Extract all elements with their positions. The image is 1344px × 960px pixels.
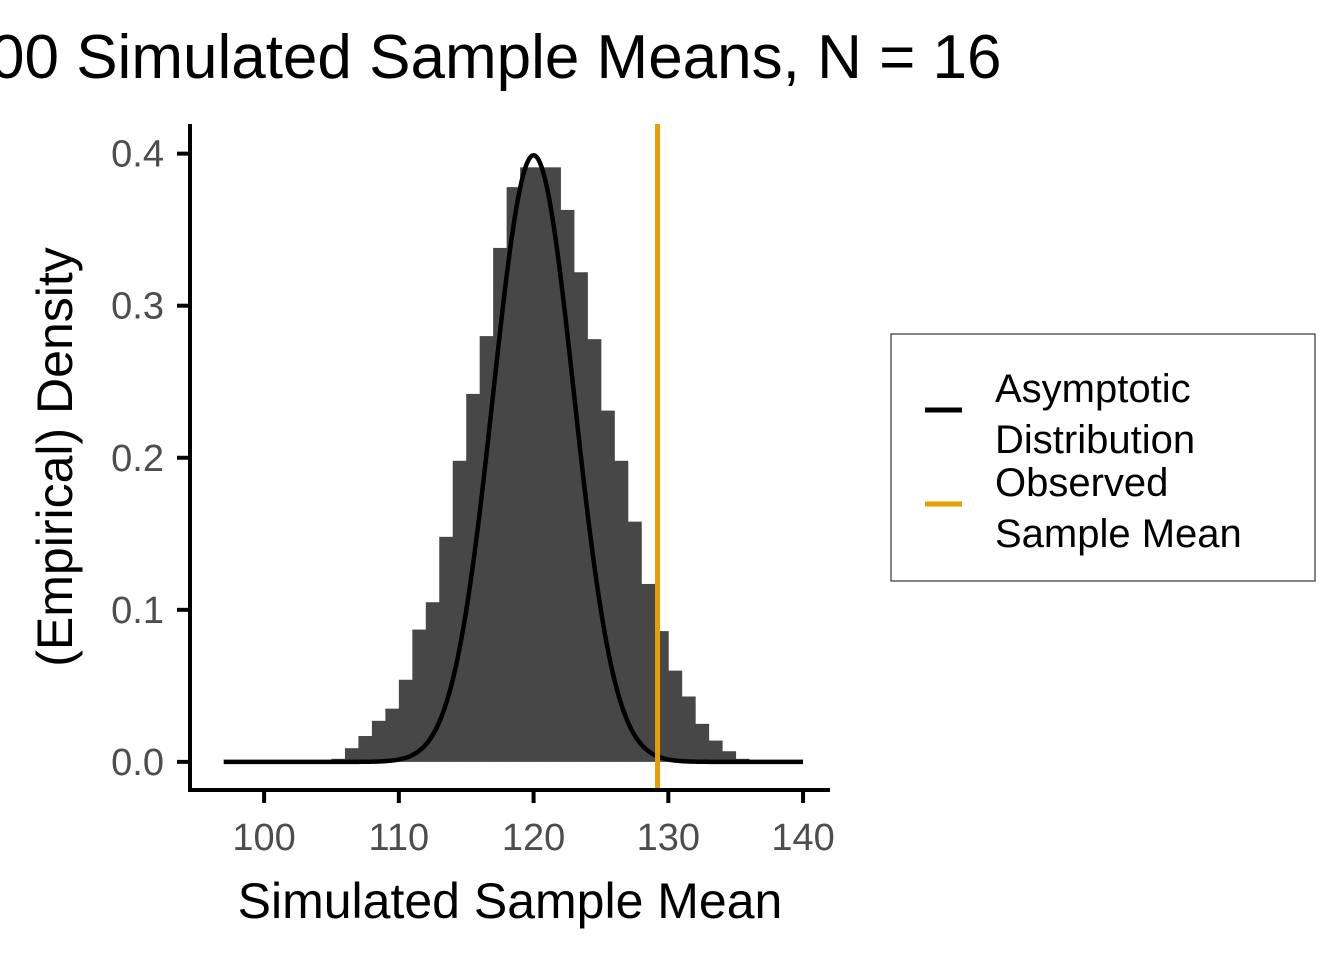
histogram-bar — [627, 521, 642, 762]
histogram-bar — [695, 723, 710, 762]
legend-box — [890, 333, 1316, 582]
y-tick-label: 0.4 — [111, 134, 164, 176]
x-tick-label: 100 — [232, 817, 295, 859]
histogram-bars — [318, 167, 764, 762]
legend: Asymptotic Distribution Observed Sample … — [890, 333, 1316, 582]
histogram-bar — [574, 272, 588, 762]
histogram-bar — [452, 460, 467, 762]
histogram-bar — [600, 410, 615, 762]
histogram-bar — [398, 679, 413, 762]
histogram-bar — [344, 748, 359, 762]
x-tick-label: 110 — [369, 817, 430, 859]
x-axis-title: Simulated Sample Mean — [238, 873, 783, 929]
y-tick-label: 0.0 — [111, 742, 164, 784]
histogram-bar — [358, 736, 373, 762]
histogram-bar — [533, 167, 548, 762]
x-tick-label: 140 — [771, 817, 834, 859]
plot-title: 00 Simulated Sample Means, N = 16 — [0, 23, 1002, 92]
histogram-bar — [439, 536, 454, 762]
x-axis-ticks: 100 110 120 130 140 — [232, 790, 835, 859]
histogram-bar — [668, 670, 683, 762]
histogram-bar — [425, 602, 440, 762]
histogram-bar — [520, 167, 534, 762]
y-axis-ticks: 0.0 0.1 0.2 0.3 0.4 — [111, 134, 190, 784]
histogram-bar — [479, 336, 494, 762]
histogram-bar — [681, 696, 696, 762]
histogram-bar — [708, 740, 723, 762]
legend-label-observed-line1: Observed — [995, 461, 1168, 505]
legend-label-asymptotic-line1: Asymptotic — [995, 367, 1191, 411]
histogram-bar — [371, 720, 386, 762]
histogram-bar — [412, 629, 427, 762]
legend-label-asymptotic-line2: Distribution — [995, 418, 1195, 462]
histogram-bar — [641, 583, 656, 762]
x-tick-label: 130 — [637, 817, 700, 859]
y-axis-title: (Empirical) Density — [27, 247, 83, 667]
asymptotic-distribution-curve — [223, 152, 804, 765]
y-tick-label: 0.1 — [111, 590, 164, 632]
legend-label-observed-line2: Sample Mean — [995, 512, 1242, 556]
histogram-bar — [385, 708, 400, 762]
histogram-bar — [547, 167, 561, 762]
histogram-bar — [722, 751, 737, 762]
y-tick-label: 0.2 — [111, 438, 164, 480]
x-tick-label: 120 — [502, 817, 565, 859]
y-tick-label: 0.3 — [111, 286, 164, 328]
histogram-bar — [506, 187, 521, 762]
